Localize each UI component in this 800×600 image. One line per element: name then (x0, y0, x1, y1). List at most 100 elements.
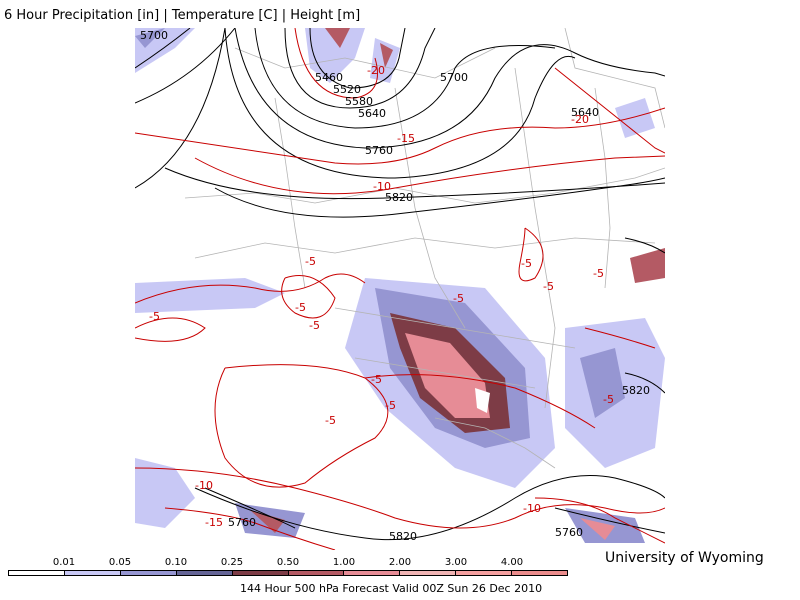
height-label: 5820 (385, 191, 413, 204)
height-contours (134, 27, 666, 541)
precip-area (250, 510, 285, 533)
forecast-valid-label: 144 Hour 500 hPa Forecast Valid 00Z Sun … (240, 582, 543, 595)
border-line (274, 97, 306, 289)
scale-label: 0.25 (220, 557, 244, 568)
precip-area (325, 28, 350, 48)
temperature-contour (214, 364, 389, 488)
precip-colorbar (8, 570, 568, 576)
weather-map: 5700 5460 5520 5580 5640 5700 5640 5760 … (134, 27, 666, 551)
height-label: 5760 (365, 144, 393, 157)
height-label: 5820 (389, 530, 417, 543)
height-contour (164, 167, 666, 200)
border-line (194, 237, 656, 259)
colorbar-segment (344, 571, 401, 575)
height-label: 5580 (345, 95, 373, 108)
temperature-label: -5 (149, 310, 160, 323)
colorbar-segment (64, 571, 121, 575)
border-line (594, 87, 611, 289)
country-borders (184, 27, 666, 469)
border-line (394, 87, 466, 329)
height-label: 5700 (140, 29, 168, 42)
border-line (334, 307, 576, 349)
temperature-contour (364, 374, 596, 429)
height-label: 5700 (440, 71, 468, 84)
colorbar-segment (400, 571, 457, 575)
height-contour (134, 27, 191, 69)
height-contour (134, 27, 576, 189)
scale-label: 0.01 (52, 557, 76, 568)
height-label: 5820 (622, 384, 650, 397)
precip-scale-labels: 0.01 0.05 0.10 0.25 0.50 1.00 2.00 3.00 … (0, 557, 800, 569)
border-line (514, 67, 556, 409)
scale-label: 4.00 (500, 557, 524, 568)
temperature-contour (134, 273, 366, 304)
border-line (434, 417, 556, 469)
precip-area (405, 333, 490, 418)
temperature-label: -5 (305, 255, 316, 268)
temperature-contours (134, 27, 666, 551)
temperature-label-group: -20 -15 -20 -10 -5 -5 -5 -5 -5 -5 -5 -5 … (149, 64, 614, 529)
height-label: 5520 (333, 83, 361, 96)
height-contour (624, 237, 666, 254)
temperature-label: -15 (397, 132, 415, 145)
height-label: 5460 (315, 71, 343, 84)
scale-label: 0.50 (276, 557, 300, 568)
colorbar-segment (232, 571, 289, 575)
height-label-group: 5700 5460 5520 5580 5640 5700 5640 5760 … (140, 29, 650, 543)
temperature-label: -20 (571, 113, 589, 126)
temperature-label: -10 (373, 180, 391, 193)
height-label: 5640 (358, 107, 386, 120)
scale-label: 0.05 (108, 557, 132, 568)
temperature-contour (134, 107, 666, 165)
precip-area (615, 98, 655, 138)
colorbar-segment (120, 571, 177, 575)
scale-label: 2.00 (388, 557, 412, 568)
precipitation-layer (135, 28, 665, 543)
map-title: 6 Hour Precipitation [in] | Temperature … (4, 8, 361, 23)
precip-area (580, 348, 625, 418)
temperature-contour (281, 275, 336, 319)
scale-label: 1.00 (332, 557, 356, 568)
temperature-contour (294, 27, 378, 99)
temperature-label: -10 (523, 502, 541, 515)
temperature-label: -5 (603, 393, 614, 406)
temperature-contour (164, 507, 336, 551)
height-contour (254, 27, 556, 129)
temperature-contour (554, 67, 666, 154)
height-label: 5760 (555, 526, 583, 539)
temperature-label: -20 (367, 64, 385, 77)
temperature-label: -5 (593, 267, 604, 280)
temperature-label: -15 (205, 516, 223, 529)
precip-area (135, 458, 195, 528)
temperature-label: -5 (325, 414, 336, 427)
precip-area (135, 28, 165, 48)
precip-area (580, 518, 615, 540)
temperature-contour (134, 317, 206, 342)
height-contour (214, 177, 666, 218)
temperature-contour (534, 497, 666, 544)
temperature-contour (134, 467, 666, 529)
temperature-label: -5 (371, 373, 382, 386)
border-line (564, 27, 666, 129)
temperature-label: -5 (385, 399, 396, 412)
credit-label: University of Wyoming (605, 550, 764, 566)
border-line (184, 167, 666, 204)
height-contour (284, 27, 436, 109)
colorbar-segment (176, 571, 233, 575)
height-label: 5640 (571, 106, 599, 119)
temperature-label: -10 (195, 479, 213, 492)
temperature-contour (194, 155, 666, 195)
height-label: 5760 (228, 516, 256, 529)
map-canvas: 5700 5460 5520 5580 5640 5700 5640 5760 … (134, 27, 666, 551)
height-contour (194, 475, 666, 541)
temperature-contour (584, 327, 656, 349)
border-line (354, 357, 536, 389)
colorbar-segment (456, 571, 513, 575)
height-contour (554, 507, 666, 534)
precip-area (305, 28, 365, 83)
precip-area (475, 388, 490, 413)
height-contour (309, 27, 406, 89)
temperature-label: -5 (521, 257, 532, 270)
temperature-label: -5 (543, 280, 554, 293)
precip-area (380, 43, 393, 68)
